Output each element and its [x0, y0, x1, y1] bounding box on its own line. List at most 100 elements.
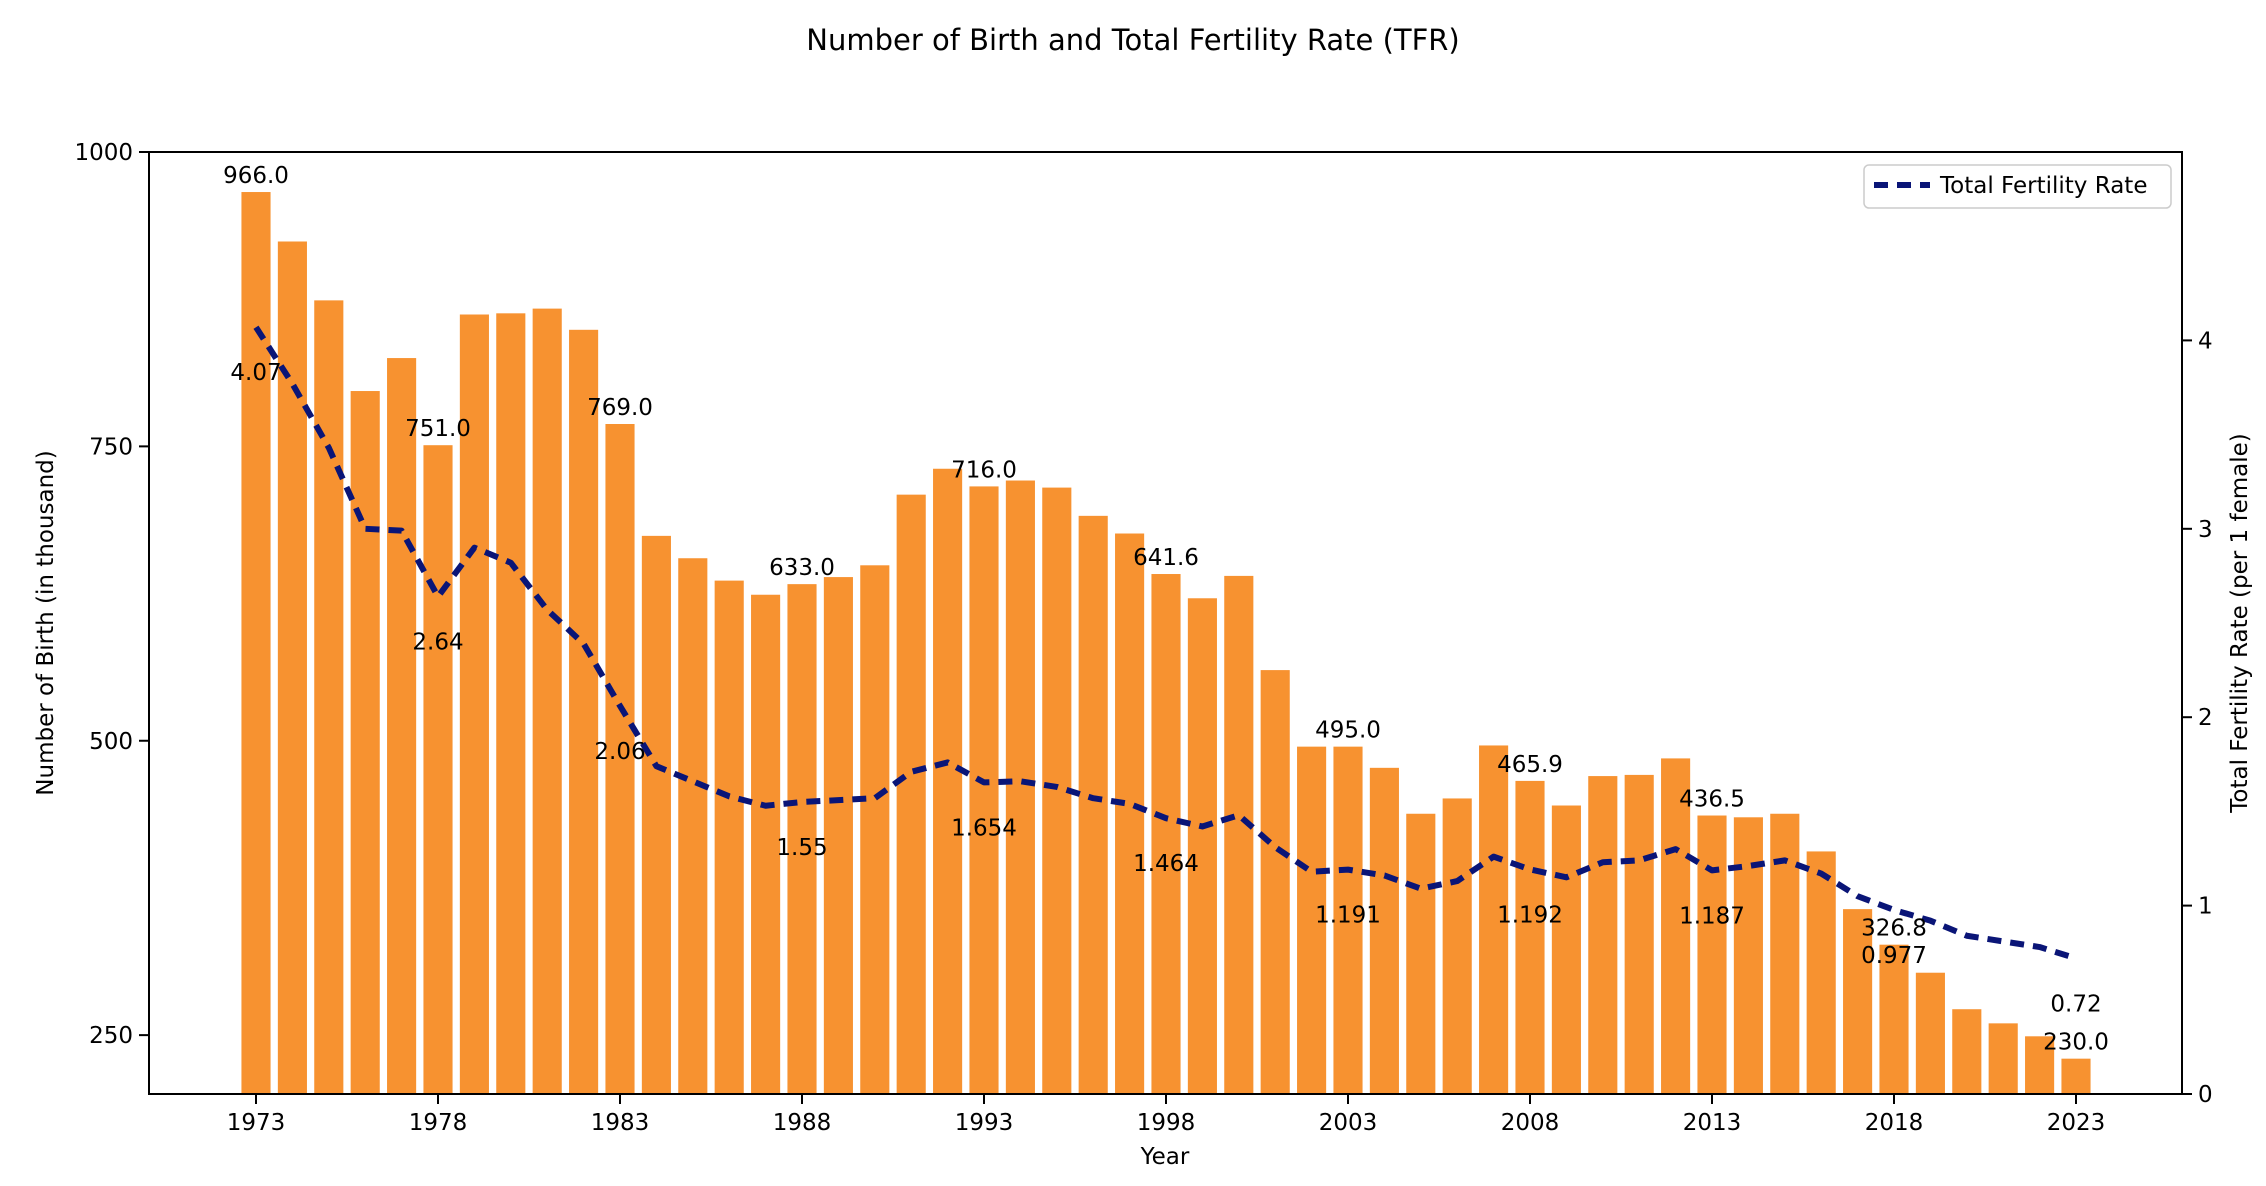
birth-bar-2022 [2025, 1036, 2055, 1094]
birth-bar-2005 [1406, 813, 1436, 1094]
bar-value-label-1978: 751.0 [405, 416, 471, 442]
birth-bar-1979 [459, 314, 489, 1094]
x-tick-label: 1983 [591, 1110, 650, 1136]
right-y-tick-label: 4 [2198, 328, 2213, 354]
left-y-tick-label: 500 [89, 729, 133, 755]
x-axis: 1973 1978 1983 1988 1993 1998 2003 2008 2013 2018… [227, 1094, 2106, 1136]
birth-bar-2003 [1333, 746, 1363, 1094]
birth-bar-2017 [1843, 909, 1873, 1094]
tfr-value-label-1983: 2.06 [594, 739, 645, 765]
birth-bar-2004 [1369, 767, 1399, 1094]
right-y-tick-label: 3 [2198, 517, 2213, 543]
bar-value-label-1973: 966.0 [223, 163, 289, 189]
data-labels-layer: 966.0 751.0 769.0 633.0 716.0 641.6 495.0 465.9… [223, 163, 2109, 1056]
birth-bar-1986 [714, 580, 744, 1094]
birth-bar-2001 [1260, 670, 1290, 1094]
x-tick-label: 2023 [2047, 1110, 2106, 1136]
legend-label: Total Fertility Rate [1939, 173, 2147, 199]
birth-bar-1989 [823, 577, 853, 1094]
bar-value-label-2008: 465.9 [1497, 752, 1563, 778]
tfr-value-label-1998: 1.464 [1133, 851, 1199, 877]
birth-bar-1974 [277, 241, 307, 1095]
birth-bar-2007 [1479, 745, 1509, 1094]
birth-bar-1978 [423, 445, 453, 1094]
birth-bar-1998 [1151, 574, 1181, 1094]
x-tick-label: 1988 [773, 1110, 832, 1136]
birth-bar-2006 [1442, 798, 1472, 1094]
legend: Total Fertility Rate [1863, 164, 2172, 209]
x-tick-label: 2018 [1865, 1110, 1924, 1136]
tfr-value-label-1993: 1.654 [951, 815, 1017, 841]
birth-bar-1982 [569, 329, 599, 1094]
birth-bar-2020 [1952, 1009, 1982, 1094]
left-y-axis: 250 500 750 1000 [74, 140, 149, 1049]
x-tick-label: 1998 [1137, 1110, 1196, 1136]
bar-value-label-1993: 716.0 [951, 457, 1017, 483]
birth-bar-2018 [1879, 944, 1909, 1094]
birth-bar-1996 [1078, 515, 1108, 1094]
birth-bar-1987 [751, 594, 781, 1094]
left-y-tick-label: 750 [89, 434, 133, 460]
chart-title: Number of Birth and Total Fertility Rate… [806, 23, 1460, 57]
birth-bar-1988 [787, 584, 817, 1094]
right-y-tick-label: 0 [2198, 1082, 2213, 1108]
bar-value-label-1983: 769.0 [587, 395, 653, 421]
left-y-tick-label: 1000 [74, 140, 133, 166]
bar-value-label-2013: 436.5 [1679, 787, 1745, 813]
birth-bar-1983 [605, 424, 635, 1094]
x-tick-label: 2003 [1319, 1110, 1378, 1136]
tfr-value-label-2013: 1.187 [1679, 903, 1745, 929]
tfr-value-label-2008: 1.192 [1497, 902, 1563, 928]
birth-bar-1985 [678, 558, 708, 1094]
bar-value-label-2023: 230.0 [2043, 1030, 2109, 1056]
tfr-value-label-1978: 2.64 [412, 630, 463, 656]
tfr-value-label-2023: 0.72 [2050, 991, 2101, 1017]
right-y-tick-label: 1 [2198, 894, 2213, 920]
tfr-line [253, 325, 2077, 962]
birth-bar-1991 [896, 494, 926, 1094]
bar-value-label-2003: 495.0 [1315, 718, 1381, 744]
x-tick-label: 1993 [955, 1110, 1014, 1136]
tfr-value-label-1988: 1.55 [776, 835, 827, 861]
birth-bar-2010 [1588, 776, 1618, 1094]
tfr-value-label-2003: 1.191 [1315, 903, 1381, 929]
birth-bar-1994 [1005, 480, 1035, 1094]
birth-bar-2008 [1515, 780, 1545, 1094]
birth-bar-2021 [1988, 1023, 2018, 1094]
bar-value-label-2018: 326.8 [1861, 916, 1927, 942]
left-y-tick-label: 250 [89, 1023, 133, 1049]
birth-bar-2000 [1224, 575, 1254, 1094]
right-y-axis: 0 1 2 3 4 [2182, 328, 2213, 1108]
birth-bar-2009 [1551, 805, 1581, 1094]
x-tick-label: 2013 [1683, 1110, 1742, 1136]
birth-bar-1984 [641, 535, 671, 1094]
birth-bar-2012 [1661, 758, 1691, 1094]
bar-value-label-1988: 633.0 [769, 555, 835, 581]
birth-bar-1997 [1115, 533, 1145, 1094]
birth-bar-2023 [2061, 1058, 2091, 1094]
birth-bar-1977 [387, 358, 417, 1094]
left-y-axis-label: Number of Birth (in thousand) [33, 450, 59, 795]
birth-bar-1980 [496, 313, 526, 1094]
birth-bar-1973 [241, 192, 271, 1094]
birth-bar-1990 [860, 565, 890, 1094]
birth-bar-2013 [1697, 815, 1727, 1094]
tfr-value-label-2018: 0.977 [1861, 943, 1927, 969]
birth-bar-2015 [1770, 813, 1800, 1094]
x-tick-label: 2008 [1501, 1110, 1560, 1136]
right-y-tick-label: 2 [2198, 705, 2213, 731]
tfr-value-label-1973: 4.07 [230, 360, 281, 386]
birth-bar-2019 [1915, 972, 1945, 1094]
birth-bar-2011 [1624, 774, 1654, 1094]
legend-box [1863, 164, 2172, 209]
x-tick-label: 1978 [409, 1110, 468, 1136]
birth-bar-1993 [969, 486, 999, 1094]
birth-bar-2014 [1733, 817, 1763, 1094]
birth-bar-1975 [314, 300, 344, 1094]
birth-bar-1981 [532, 308, 562, 1094]
bar-value-label-1998: 641.6 [1133, 545, 1199, 571]
right-y-axis-label: Total Fertility Rate (per 1 female) [2227, 433, 2253, 813]
x-axis-label: Year [1140, 1144, 1190, 1170]
birth-bar-1976 [350, 391, 380, 1094]
